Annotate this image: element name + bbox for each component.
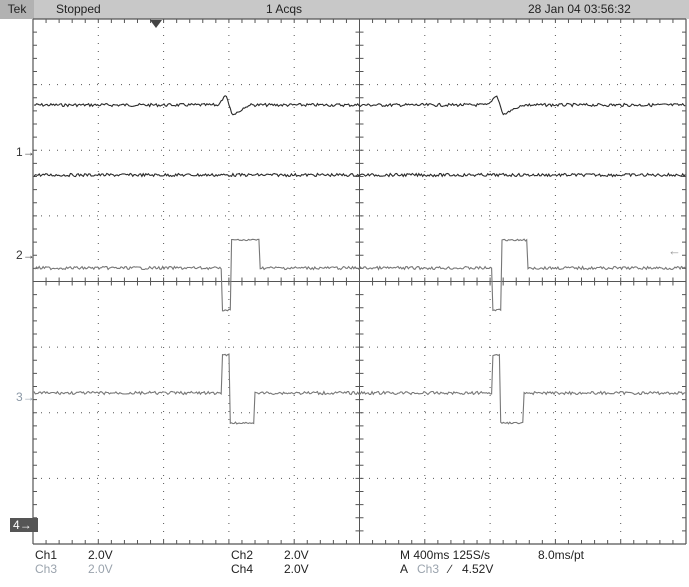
record-readout: 8.0ms/pt [538, 548, 585, 562]
ch3-label: Ch3 [35, 562, 58, 576]
ch3-scale[interactable]: 2.0V [88, 562, 113, 576]
readout-panel: Ch1 2.0V Ch3 2.0V Ch2 2.0V Ch4 2.0V M 40… [0, 547, 689, 587]
ch2-waveform [33, 172, 686, 178]
acquisition-count: 1 Acqs [266, 2, 303, 16]
trigger-prefix: A [400, 562, 409, 576]
ch1-marker-label: 1 [16, 145, 23, 159]
ch2-ground-marker[interactable]: 2→ [16, 248, 35, 262]
ch2-scale[interactable]: 2.0V [284, 548, 309, 562]
ch1-waveform [33, 95, 686, 116]
date-time: 28 Jan 04 03:56:32 [528, 2, 631, 16]
ch2-label: Ch2 [231, 548, 254, 562]
brand-label: Tek [0, 0, 34, 19]
ch4-marker-label: 4 [13, 518, 20, 532]
trigger-source[interactable]: Ch3 [417, 562, 440, 576]
ch1-scale[interactable]: 2.0V [88, 548, 113, 562]
trigger-level[interactable]: 4.52V [462, 562, 494, 576]
ch3-waveform [33, 238, 686, 312]
ch1-ground-marker[interactable]: 1→ [16, 145, 35, 159]
run-status: Stopped [56, 2, 101, 16]
waveform-traces [33, 95, 686, 425]
trigger-slope-icon: ∕ [449, 562, 452, 576]
timebase-readout[interactable]: M 400ms 125S/s [400, 548, 491, 562]
trigger-level-icon[interactable]: ← [668, 243, 681, 258]
ch4-scale[interactable]: 2.0V [284, 562, 309, 576]
ch4-ground-marker[interactable]: 4→ [10, 518, 38, 532]
graticule-grid [32, 18, 687, 545]
status-bar: Tek Stopped 1 Acqs 28 Jan 04 03:56:32 [0, 0, 689, 19]
ch3-ground-marker[interactable]: 3→ [16, 390, 35, 404]
ch1-label: Ch1 [35, 548, 58, 562]
ch4-label: Ch4 [231, 562, 254, 576]
ch4-waveform [33, 353, 686, 425]
ch3-marker-label: 3 [16, 390, 23, 404]
ch2-marker-label: 2 [16, 248, 23, 262]
trigger-position-icon [150, 20, 162, 28]
